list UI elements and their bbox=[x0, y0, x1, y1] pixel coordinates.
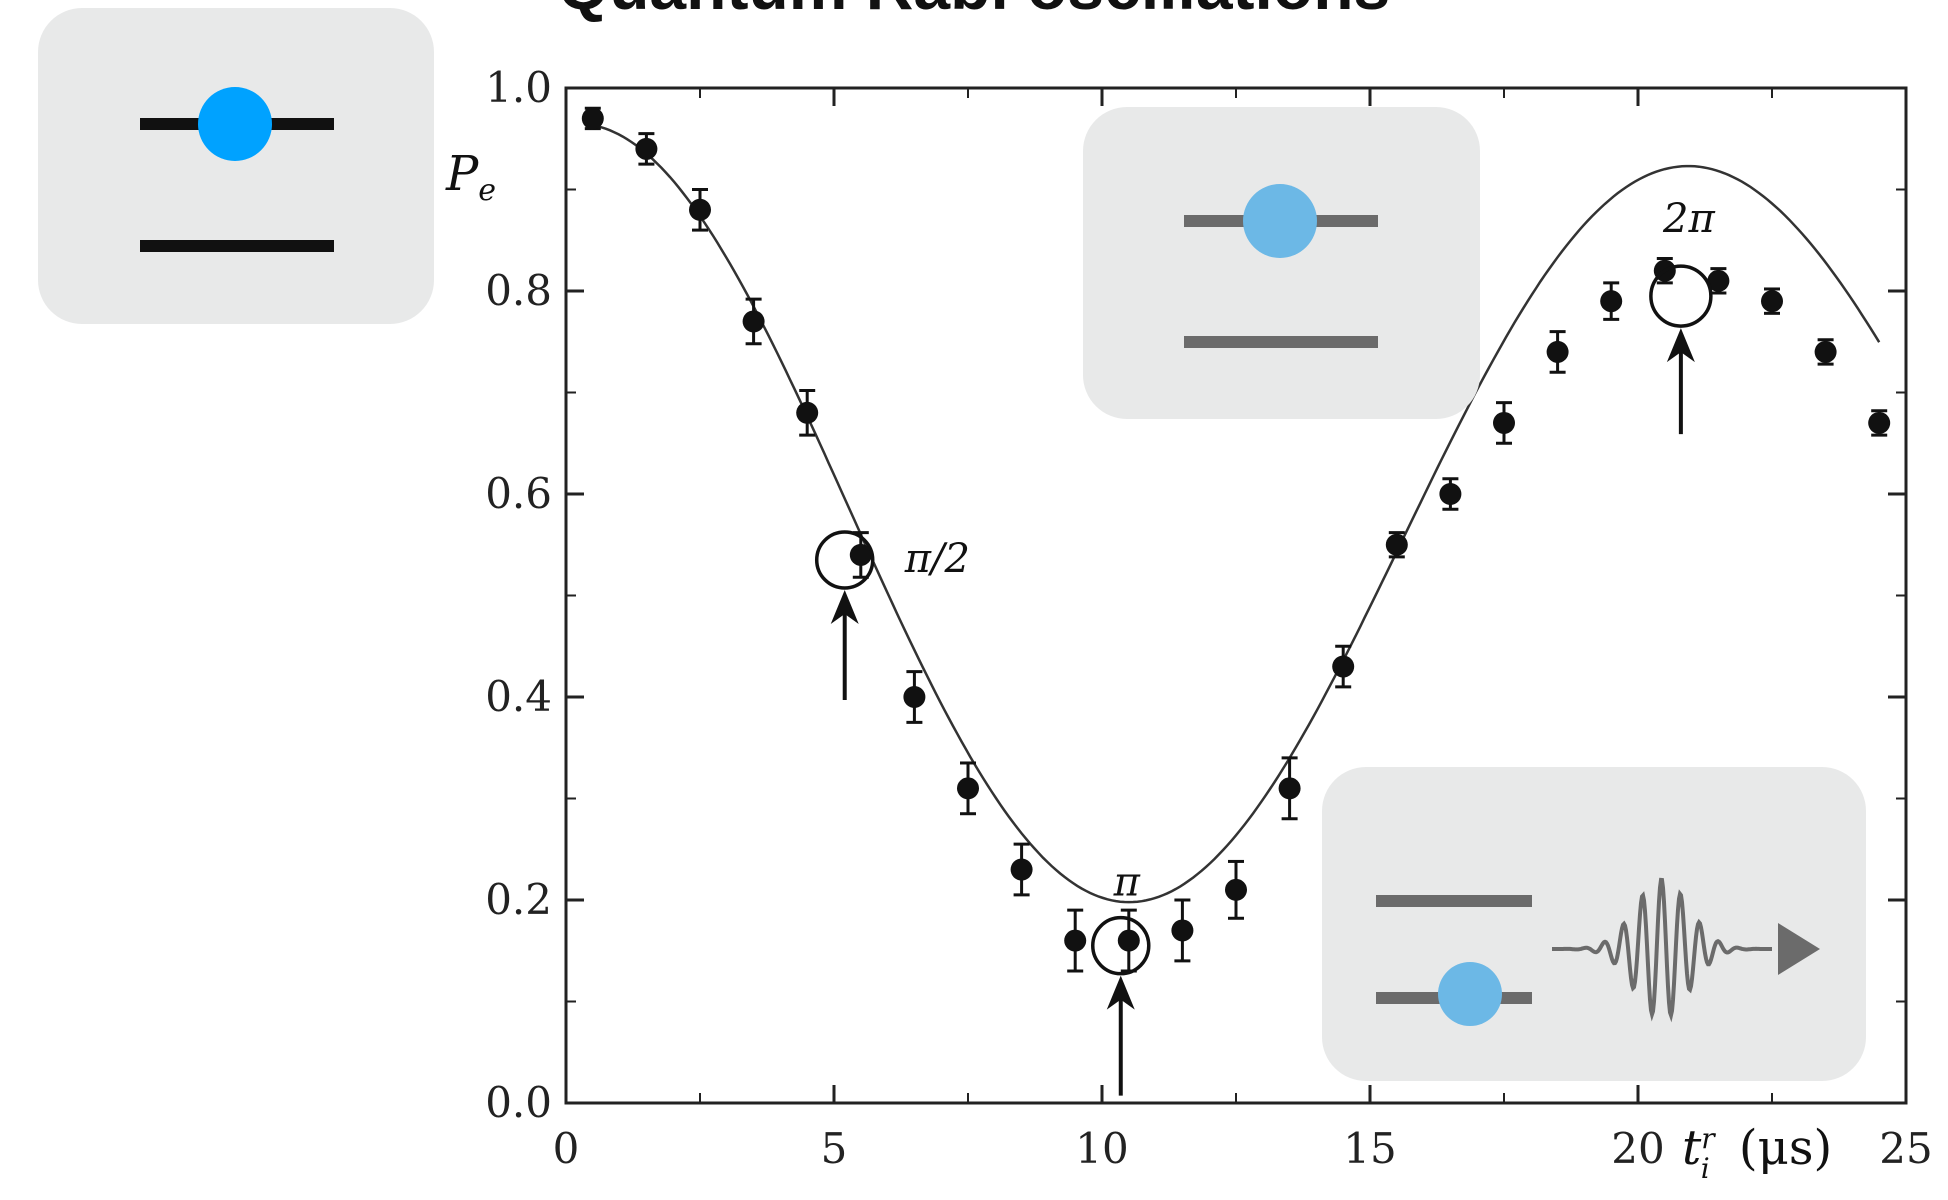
x-tick-label: 15 bbox=[1343, 1124, 1396, 1173]
data-point bbox=[1707, 269, 1730, 292]
data-point bbox=[1225, 878, 1247, 901]
data-point bbox=[1546, 340, 1569, 363]
data-point bbox=[849, 543, 872, 566]
data-point bbox=[1171, 919, 1194, 942]
emitted-photon-wave-icon bbox=[1552, 877, 1820, 1023]
x-tick-label: 25 bbox=[1879, 1124, 1932, 1173]
data-point bbox=[1332, 655, 1355, 678]
marker-circle-two-pi bbox=[1649, 264, 1713, 328]
arrow-pi-half-head bbox=[830, 589, 859, 624]
x-tick-label: 5 bbox=[821, 1124, 848, 1173]
data-point bbox=[957, 777, 979, 800]
x-axis-label: tr i (μs) bbox=[1682, 1120, 1832, 1185]
y-tick-label: 1.0 bbox=[485, 63, 552, 112]
data-point bbox=[1064, 929, 1087, 952]
data-point bbox=[635, 137, 658, 160]
x-tick-label: 20 bbox=[1611, 1124, 1664, 1173]
marker-circle-pi bbox=[1091, 915, 1151, 976]
inset-ground-state-emission bbox=[1322, 767, 1866, 1081]
data-point bbox=[1868, 411, 1891, 434]
inset-excited-state bbox=[38, 8, 434, 324]
axis-ticks: 0 5 10 15 20 25 0.0 0.2 0.4 0.6 0.8 1.0 bbox=[485, 63, 1933, 1173]
y-axis-label: Pe bbox=[445, 146, 496, 208]
inset-superposition-state bbox=[1083, 107, 1480, 419]
ground-electron-dot bbox=[1438, 962, 1502, 1026]
y-tick-label: 0.6 bbox=[485, 469, 552, 518]
data-point bbox=[796, 401, 819, 424]
data-point bbox=[903, 686, 926, 708]
x-tick-label: 0 bbox=[553, 1124, 580, 1173]
annotation-pi: π bbox=[1113, 860, 1141, 906]
data-point bbox=[1117, 929, 1140, 952]
data-point bbox=[1814, 340, 1837, 363]
lower-level-line bbox=[1184, 336, 1378, 348]
annotation-pi-half: π/2 bbox=[904, 536, 970, 582]
y-tick-label: 0.0 bbox=[485, 1078, 552, 1127]
lower-level-line bbox=[140, 240, 334, 252]
annotations: π/2 π 2π bbox=[814, 196, 1715, 1096]
data-point bbox=[1385, 533, 1408, 556]
data-point bbox=[1761, 290, 1783, 313]
data-point bbox=[1439, 483, 1462, 505]
y-tick-label: 0.8 bbox=[485, 266, 552, 315]
data-point bbox=[1600, 290, 1623, 313]
electron-dot bbox=[1243, 184, 1317, 258]
upper-level-line bbox=[1376, 895, 1532, 907]
data-point bbox=[742, 310, 765, 333]
excited-electron-dot bbox=[198, 87, 272, 161]
y-tick-label: 0.2 bbox=[485, 875, 552, 924]
arrow-pi-head bbox=[1106, 975, 1135, 1010]
chart-title: Quantum Rabi oscillations bbox=[0, 0, 1948, 24]
annotation-two-pi: 2π bbox=[1662, 196, 1715, 242]
y-tick-label: 0.4 bbox=[485, 672, 552, 721]
data-point bbox=[1493, 411, 1515, 434]
arrow-two-pi-head bbox=[1666, 328, 1695, 363]
data-point bbox=[689, 198, 711, 221]
x-tick-label: 10 bbox=[1075, 1124, 1128, 1173]
data-point bbox=[1010, 858, 1033, 881]
marker-circle-pi-half bbox=[814, 530, 875, 590]
data-point bbox=[1278, 777, 1301, 800]
data-point bbox=[581, 107, 604, 130]
